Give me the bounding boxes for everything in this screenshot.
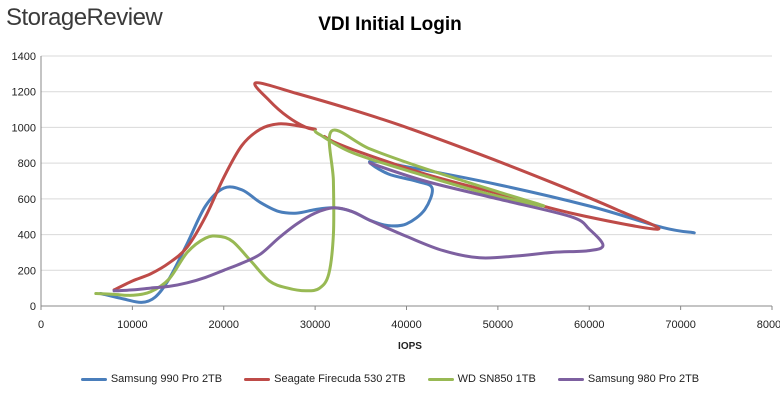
x-tick-labels: 0 10000 20000 30000 40000 50000 60000 70000 8000…	[38, 319, 780, 331]
y-tick-label: 600	[18, 194, 36, 206]
y-tick-label: 1000	[12, 122, 36, 134]
series-line-wd-sn850-1tb	[94, 128, 546, 297]
legend-item-seagate-firecuda-530-2tb: Seagate Firecuda 530 2TB	[244, 373, 406, 385]
legend-swatch	[80, 377, 107, 381]
y-tick-label: 1200	[12, 87, 36, 99]
x-tick-label: 0	[38, 319, 44, 331]
storagereview-logo: StorageReview	[6, 4, 163, 31]
y-tick-label: 800	[18, 158, 36, 170]
legend-swatch	[427, 377, 454, 381]
grid-lines	[41, 55, 772, 271]
series-line-samsung-980-pro-2tb	[112, 161, 605, 293]
legend-label: WD SN850 1TB	[457, 373, 536, 385]
x-tick-label: 20000	[208, 319, 239, 331]
x-tick-label: 50000	[483, 319, 514, 331]
y-tick-label: 200	[18, 265, 36, 277]
y-tick-label: 400	[18, 230, 36, 242]
legend-swatch	[557, 377, 584, 381]
y-tick-label: 0	[30, 301, 36, 313]
y-tick-label: 1400	[12, 51, 36, 63]
legend-label: Samsung 980 Pro 2TB	[587, 373, 700, 385]
legend-swatch	[244, 377, 271, 381]
x-tick-label: 70000	[665, 319, 696, 331]
x-tick-label: 30000	[300, 319, 331, 331]
legend-label: Seagate Firecuda 530 2TB	[274, 373, 406, 385]
legend: Samsung 990 Pro 2TB Seagate Firecuda 530 …	[0, 373, 780, 385]
axes	[40, 56, 773, 310]
y-tick-labels: 0 200 400 600 800 1000 1200 1400	[12, 51, 36, 313]
chart-title: VDI Initial Login	[318, 14, 462, 35]
x-axis-label: IOPS	[398, 341, 422, 352]
legend-item-wd-sn850-1tb: WD SN850 1TB	[427, 373, 536, 385]
x-tick-label: 80000	[757, 319, 780, 331]
series-line-seagate-firecuda-530-2tb	[112, 81, 661, 292]
series-lines	[94, 81, 696, 304]
x-tick-label: 40000	[391, 319, 422, 331]
legend-label: Samsung 990 Pro 2TB	[110, 373, 223, 385]
x-tick-label: 10000	[117, 319, 148, 331]
legend-item-samsung-990-pro-2tb: Samsung 990 Pro 2TB	[80, 373, 223, 385]
x-tick-label: 60000	[574, 319, 605, 331]
legend-item-samsung-980-pro-2tb: Samsung 980 Pro 2TB	[557, 373, 700, 385]
